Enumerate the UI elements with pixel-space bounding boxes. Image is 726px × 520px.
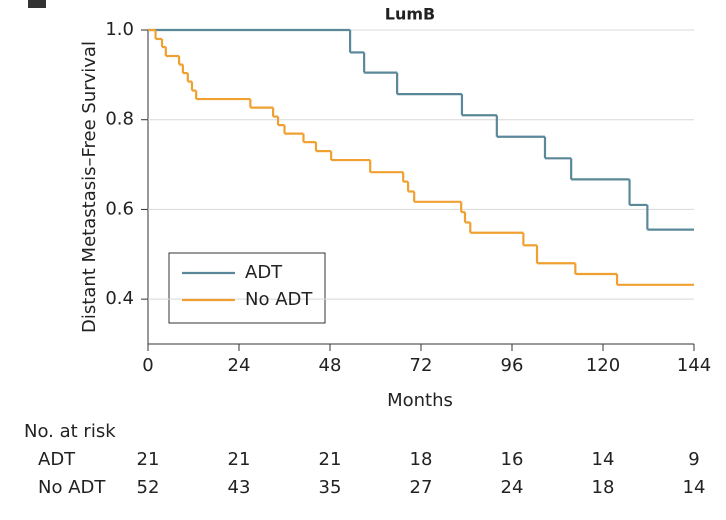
risk-count: 43 [228,477,251,498]
x-axis-label: Months [387,390,453,411]
risk-count: 18 [592,477,615,498]
y-tick-label: 1.0 [105,19,134,40]
legend-box [168,252,326,324]
y-tick-label: 0.8 [105,109,134,130]
legend [168,252,326,324]
risk-count: 21 [137,449,160,470]
x-tick-label: 0 [142,355,153,376]
y-tick-label: 0.6 [105,198,134,219]
risk-count: 27 [410,477,433,498]
risk-row-label: No ADT [38,477,106,498]
x-tick-label: 144 [677,355,711,376]
legend-label: No ADT [245,289,313,310]
x-tick-label: 72 [410,355,433,376]
panel-tag [28,0,46,8]
risk-count: 21 [228,449,251,470]
risk-title: No. at risk [24,421,116,442]
risk-count: 9 [688,449,699,470]
legend-label: ADT [245,262,283,283]
risk-row-label: ADT [38,449,76,470]
risk-count: 14 [683,477,706,498]
risk-count: 14 [592,449,615,470]
y-axis-label: Distant Metastasis–Free Survival [79,41,100,333]
x-tick-label: 96 [501,355,524,376]
x-tick-label: 48 [319,355,342,376]
risk-count: 24 [501,477,524,498]
x-tick-label: 120 [586,355,620,376]
risk-count: 21 [319,449,342,470]
risk-count: 16 [501,449,524,470]
risk-count: 18 [410,449,433,470]
chart-title: LumB [385,5,435,24]
risk-count: 52 [137,477,160,498]
x-tick-label: 24 [228,355,251,376]
y-tick-label: 0.4 [105,288,134,309]
risk-count: 35 [319,477,342,498]
